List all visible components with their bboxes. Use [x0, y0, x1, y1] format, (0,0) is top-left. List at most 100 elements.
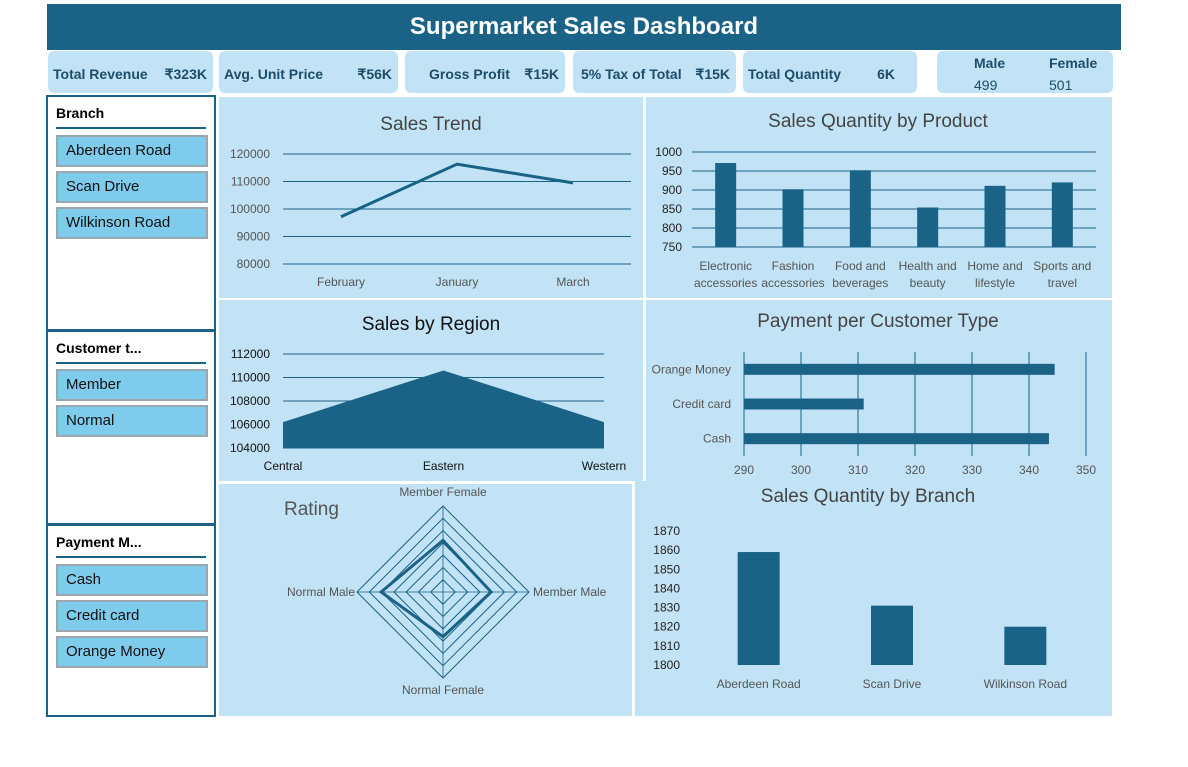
- slicer-item-credit-card[interactable]: Credit card: [56, 600, 208, 632]
- bar: [1004, 626, 1047, 665]
- y-tick-label: 850: [662, 202, 682, 216]
- y-tick-label: 1840: [653, 581, 680, 595]
- slicer-divider: [56, 362, 206, 364]
- dashboard-title: Supermarket Sales Dashboard: [47, 4, 1121, 50]
- kpi-label: Total Revenue: [53, 66, 148, 82]
- slicer-branch: Branch Aberdeen Road Scan Drive Wilkinso…: [46, 95, 216, 331]
- sales-trend-line: [340, 162, 574, 219]
- x-tick-label: Food and: [835, 259, 886, 273]
- y-tick-label: 100000: [230, 202, 270, 216]
- slicer-item-scan-drive[interactable]: Scan Drive: [56, 171, 208, 203]
- chart-title: Sales Trend: [380, 114, 481, 135]
- kpi-tax: 5% Tax of Total ₹15K: [573, 51, 736, 93]
- y-tick-label: 106000: [230, 418, 270, 432]
- y-tick-label: 90000: [237, 230, 271, 244]
- slicer-item-orange-money[interactable]: Orange Money: [56, 636, 208, 668]
- y-tick-label: 1860: [653, 543, 680, 557]
- y-tick-label: 1870: [653, 524, 680, 538]
- y-tick-label: 80000: [237, 257, 271, 271]
- kpi-value: 6K: [877, 66, 895, 82]
- x-tick-label: Home and: [967, 259, 1022, 273]
- x-tick-label: 340: [1019, 463, 1039, 477]
- bar: [1051, 182, 1073, 247]
- slicer-title: Branch: [56, 105, 105, 121]
- kpi-value: ₹15K: [524, 66, 559, 82]
- x-tick-label: 350: [1076, 463, 1096, 477]
- kpi-value: ₹56K: [357, 66, 392, 82]
- x-tick-label: March: [556, 275, 589, 289]
- y-tick-label: 110000: [231, 371, 270, 385]
- slicer-divider: [56, 556, 206, 558]
- slicer-title: Customer t...: [56, 340, 142, 356]
- x-tick-label: Aberdeen Road: [717, 677, 801, 691]
- y-tick-label: 1000: [655, 145, 682, 159]
- male-label: Male: [974, 55, 1006, 71]
- x-tick-label: February: [317, 275, 365, 289]
- slicer-payment-method: Payment M... Cash Credit card Orange Mon…: [46, 524, 216, 717]
- sales-by-region-chart: Sales by Region 104000 106000 108000 110000…: [230, 314, 626, 473]
- payment-per-customer-chart: Payment per Customer Type 290 300 310 320 33…: [652, 311, 1097, 477]
- y-tick-label: 1820: [653, 620, 680, 634]
- kpi-label: Gross Profit: [429, 66, 510, 82]
- y-tick-label: 110000: [231, 175, 270, 189]
- bar: [782, 189, 804, 247]
- sales-trend-chart: Sales Trend 80000 90000 100000 110000 120000…: [230, 114, 631, 289]
- slicer-item-cash[interactable]: Cash: [56, 564, 208, 596]
- female-label: Female: [1049, 55, 1098, 71]
- bar: [744, 398, 864, 410]
- bar: [737, 552, 780, 665]
- slicer-item-wilkinson-road[interactable]: Wilkinson Road: [56, 207, 208, 239]
- y-tick-label: Cash: [703, 432, 731, 446]
- x-tick-label: Central: [264, 459, 303, 473]
- region-area: [283, 370, 604, 448]
- x-tick-label: 290: [734, 463, 754, 477]
- y-tick-label: Orange Money: [652, 362, 731, 376]
- x-tick-label: Health and: [899, 259, 957, 273]
- bar: [715, 163, 737, 247]
- sales-by-product-chart: Sales Quantity by Product 750 800 850 900 95…: [655, 111, 1096, 290]
- slicer-item-member[interactable]: Member: [56, 369, 208, 401]
- x-tick-label: 320: [905, 463, 925, 477]
- axis-label: Member Female: [399, 485, 487, 499]
- y-tick-label: 750: [662, 240, 682, 254]
- bar: [917, 207, 939, 247]
- chart-title: Payment per Customer Type: [757, 311, 998, 332]
- kpi-avg-unit-price: Avg. Unit Price ₹56K: [219, 51, 398, 93]
- y-tick-label: 120000: [230, 147, 270, 161]
- x-tick-label: January: [436, 275, 479, 289]
- panel-rating: Rating Member Female Member Male Normal Fe…: [219, 484, 632, 716]
- bar: [849, 170, 871, 247]
- y-tick-label: 1850: [653, 562, 680, 576]
- x-tick-label: Western: [582, 459, 626, 473]
- y-tick-label: 900: [662, 183, 682, 197]
- slicer-item-normal[interactable]: Normal: [56, 405, 208, 437]
- male-value: 499: [974, 77, 998, 93]
- x-tick-label: accessories: [761, 276, 824, 290]
- x-tick-label: beverages: [832, 276, 888, 290]
- kpi-label: 5% Tax of Total: [581, 66, 682, 82]
- x-tick-label: lifestyle: [975, 276, 1015, 290]
- y-tick-label: 112000: [231, 347, 270, 361]
- x-tick-label: Sports and: [1033, 259, 1091, 273]
- y-tick-label: 1800: [653, 658, 680, 672]
- bar: [744, 433, 1049, 445]
- bar: [744, 363, 1055, 375]
- y-tick-label: Credit card: [672, 397, 731, 411]
- panel-sales-by-region: Sales by Region 104000 106000 108000 110000…: [219, 300, 643, 481]
- axis-label: Normal Male: [287, 585, 355, 599]
- kpi-label: Total Quantity: [748, 66, 842, 82]
- x-tick-label: 300: [791, 463, 811, 477]
- kpi-value: ₹15K: [695, 66, 730, 82]
- y-tick-label: 104000: [230, 441, 270, 455]
- kpi-gender: Male 499 Female 501: [937, 51, 1113, 93]
- female-value: 501: [1049, 77, 1073, 93]
- slicer-item-aberdeen-road[interactable]: Aberdeen Road: [56, 135, 208, 167]
- bar: [984, 185, 1006, 247]
- panel-sales-trend: Sales Trend 80000 90000 100000 110000 120000…: [219, 97, 643, 298]
- axis-label: Normal Female: [402, 683, 484, 697]
- x-tick-label: Fashion: [772, 259, 815, 273]
- y-tick-label: 108000: [230, 394, 270, 408]
- chart-title: Sales by Region: [362, 314, 500, 335]
- x-tick-label: Scan Drive: [863, 677, 922, 691]
- y-tick-label: 800: [662, 221, 682, 235]
